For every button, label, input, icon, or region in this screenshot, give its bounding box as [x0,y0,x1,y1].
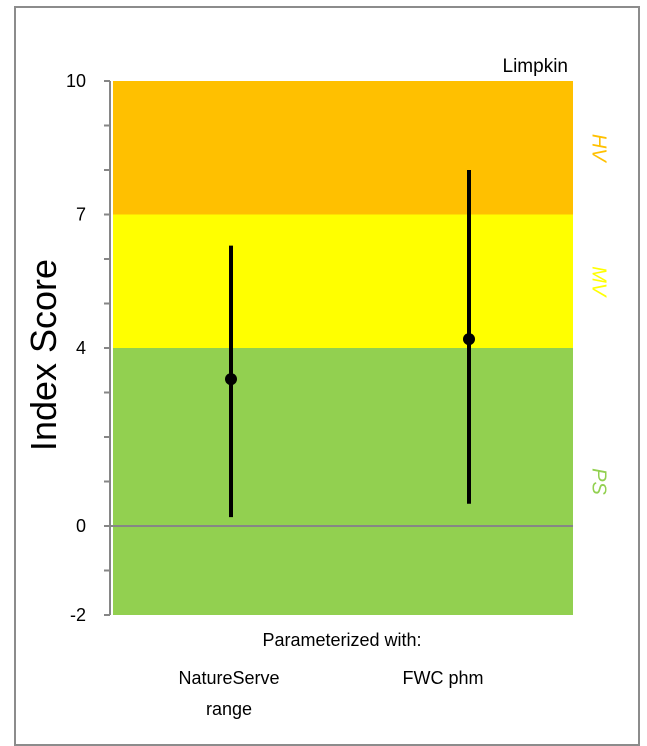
y-tick-label: -2 [70,605,86,625]
x-category-label: NatureServe [178,668,279,688]
zones-layer: HV MV PS [113,81,610,615]
zone-hv-band [113,81,573,215]
zone-label-hv: HV [588,134,610,163]
chart-title: Limpkin [503,56,568,77]
y-tick-label: 7 [76,205,86,225]
axis-layer: -2 0 4 7 10 [66,71,573,625]
zone-label-mv: MV [588,266,610,298]
zone-ps-band [113,348,573,615]
y-axis-title: Index Score [23,259,64,451]
data-point [225,373,237,386]
zone-label-ps: PS [588,468,610,495]
y-tick-label: 10 [66,71,86,91]
labels-layer: Limpkin Index Score Parameterized with: … [23,56,568,719]
x-category-label: FWC phm [403,668,484,688]
zone-mv-band [113,214,573,348]
x-axis-title: Parameterized with: [262,630,421,650]
y-tick-label: 0 [76,516,86,536]
data-point [463,333,475,346]
marks-layer [225,170,475,518]
y-tick-label: 4 [76,338,86,358]
x-category-label-line2: range [206,699,252,719]
